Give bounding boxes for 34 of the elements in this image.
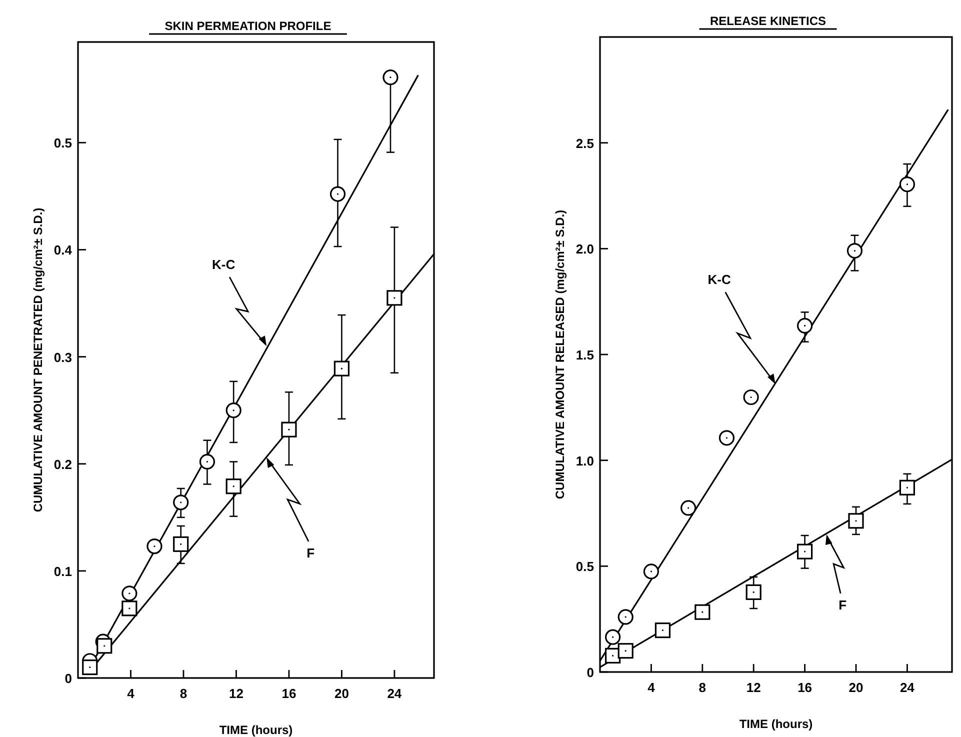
annotation: K-C xyxy=(212,257,236,272)
y-tick-label: 0.5 xyxy=(576,559,594,574)
x-tick-label: 16 xyxy=(282,686,296,701)
y-tick-label: 0.5 xyxy=(54,136,72,151)
x-tick-label: 16 xyxy=(798,680,812,695)
annotation: F xyxy=(838,597,847,612)
x-tick-label: 8 xyxy=(180,686,188,701)
y-tick-label: 2.0 xyxy=(576,242,594,257)
x-tick-label: 24 xyxy=(387,686,402,701)
y-axis-title: CUMULATIVE AMOUNT RELEASED (mg/cm²± S.D.) xyxy=(553,210,567,500)
x-tick-label: 24 xyxy=(900,680,916,695)
x-axis-title: TIME (hours) xyxy=(739,717,813,731)
y-tick-label: 0.3 xyxy=(54,350,72,365)
x-tick-label: 20 xyxy=(848,680,864,695)
x-tick-label: 4 xyxy=(648,680,656,695)
x-tick-label: 12 xyxy=(228,686,244,701)
x-axis-title: TIME (hours) xyxy=(219,723,293,737)
annotation: F xyxy=(306,545,315,560)
x-tick-label: 4 xyxy=(127,686,136,701)
x-tick-label: 8 xyxy=(698,680,706,695)
y-tick-label: 2.5 xyxy=(576,136,594,151)
y-tick-label: 1.0 xyxy=(576,453,594,468)
annotation: K-C xyxy=(708,272,732,288)
x-tick-label: 12 xyxy=(746,680,761,695)
y-tick-label: 0.2 xyxy=(54,456,72,472)
chart-title: SKIN PERMEATION PROFILE xyxy=(164,19,332,33)
y-tick-label: 0.4 xyxy=(54,242,73,258)
x-tick-label: 20 xyxy=(334,686,349,701)
y-tick-label: 1.5 xyxy=(576,348,594,362)
y-tick-label: 0 xyxy=(586,665,594,680)
chart-title: RELEASE KINETICS xyxy=(710,14,826,28)
y-tick-label: 0 xyxy=(64,671,72,686)
y-tick-label: 0.1 xyxy=(54,564,72,579)
y-axis-title: CUMULATIVE AMOUNT PENETRATED (mg/cm²± S.D.) xyxy=(31,208,45,512)
